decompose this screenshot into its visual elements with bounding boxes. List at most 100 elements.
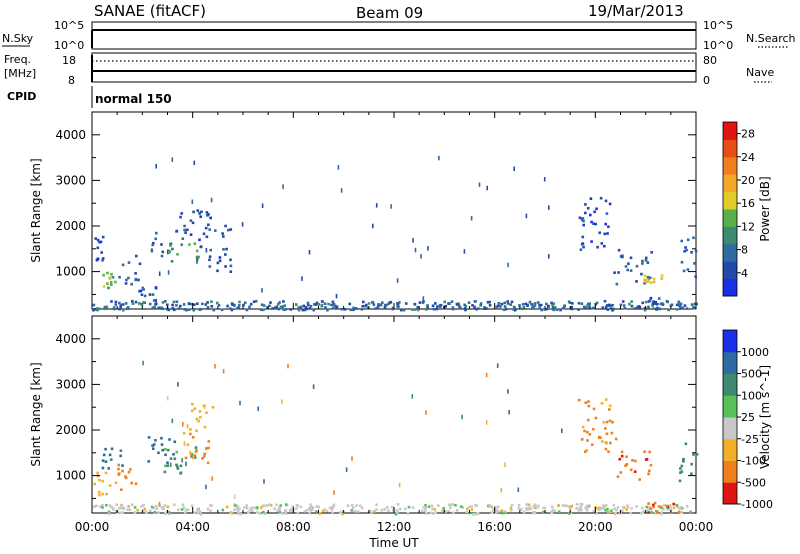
velocity-cell xyxy=(262,510,265,514)
velocity-cell xyxy=(351,456,353,461)
power-cell xyxy=(160,243,163,246)
power-cell xyxy=(262,304,266,307)
power-cell xyxy=(396,278,399,283)
power-cell xyxy=(142,288,145,291)
velocity-cell xyxy=(424,504,427,507)
velocity-colorbar-label: 1000 xyxy=(741,346,769,359)
power-cell xyxy=(206,301,209,304)
power-cell xyxy=(495,305,499,309)
velocity-cell xyxy=(553,509,556,512)
velocity-cell xyxy=(434,511,438,514)
velocity-cell xyxy=(203,452,207,456)
velocity-cell xyxy=(490,511,494,514)
velocity-cell xyxy=(596,507,599,510)
velocity-cell xyxy=(160,443,164,446)
power-cell xyxy=(660,302,664,305)
power-cell xyxy=(646,278,649,281)
power-cell xyxy=(110,300,113,303)
velocity-cell xyxy=(237,512,240,515)
velocity-cell xyxy=(424,509,427,512)
power-cell xyxy=(216,301,219,305)
power-cell xyxy=(588,302,591,305)
velocity-cell xyxy=(411,394,414,399)
power-cell xyxy=(509,303,512,306)
velocity-cell xyxy=(641,506,644,510)
power-cell xyxy=(690,303,694,306)
power-cell xyxy=(650,251,653,254)
velocity-cell xyxy=(606,507,609,511)
velocity-cell xyxy=(160,506,164,509)
velocity-cell xyxy=(527,503,531,507)
velocity-cell xyxy=(611,420,614,424)
power-colorbar-label: 16 xyxy=(741,197,755,210)
velocity-cell xyxy=(161,448,164,452)
velocity-cell xyxy=(614,512,617,515)
power-cell xyxy=(122,308,125,312)
velocity-cell xyxy=(618,457,622,461)
velocity-cell xyxy=(110,505,113,509)
power-cell xyxy=(222,235,225,238)
power-cell xyxy=(591,306,595,310)
power-colorbar-swatch xyxy=(723,209,737,227)
power-cell xyxy=(422,300,425,303)
velocity-cell xyxy=(284,503,288,506)
velocity-cell xyxy=(565,504,569,508)
power-cell xyxy=(507,262,509,268)
power-cell xyxy=(417,308,420,312)
velocity-cell xyxy=(603,506,606,510)
power-cell xyxy=(151,248,153,253)
velocity-cell xyxy=(134,482,138,485)
velocity-cell xyxy=(507,389,509,394)
velocity-cell xyxy=(660,512,663,516)
velocity-cell xyxy=(310,505,313,509)
power-ytick-label: 4000 xyxy=(55,128,86,142)
velocity-cell xyxy=(501,511,504,515)
velocity-cell xyxy=(189,450,191,455)
velocity-cell xyxy=(263,479,265,484)
velocity-cell xyxy=(121,469,124,473)
velocity-cell xyxy=(296,511,300,515)
velocity-cell xyxy=(289,509,293,512)
velocity-cell xyxy=(461,506,464,509)
velocity-cell xyxy=(163,504,167,507)
power-cell xyxy=(580,242,584,246)
power-cell xyxy=(110,272,113,276)
power-cell xyxy=(124,302,128,305)
velocity-cell xyxy=(203,425,207,429)
power-cell xyxy=(427,246,429,251)
velocity-cell xyxy=(278,507,281,510)
power-cell xyxy=(514,307,517,310)
power-cell xyxy=(513,166,515,171)
power-cell xyxy=(275,305,279,309)
power-cell xyxy=(154,286,158,289)
velocity-cell xyxy=(278,510,282,514)
velocity-cell xyxy=(185,461,187,467)
velocity-cell xyxy=(485,372,488,378)
velocity-ylabel: Slant Range [km] xyxy=(29,362,43,466)
velocity-cell xyxy=(198,410,202,413)
velocity-cell xyxy=(202,404,206,408)
velocity-cell xyxy=(692,453,695,456)
velocity-cell xyxy=(107,510,111,514)
velocity-cell xyxy=(102,453,106,457)
power-cell xyxy=(118,275,121,279)
velocity-cell xyxy=(120,488,123,491)
power-isolated-cells xyxy=(151,155,550,304)
power-cell xyxy=(138,289,141,293)
velocity-cell xyxy=(490,505,493,508)
power-cluster-7 xyxy=(208,224,233,273)
velocity-cell xyxy=(609,441,612,445)
velocity-cell xyxy=(604,427,607,430)
power-cell xyxy=(470,216,473,221)
velocity-cluster-10 xyxy=(647,501,681,514)
power-cell xyxy=(636,306,639,309)
power-cell xyxy=(205,235,209,239)
power-cell xyxy=(390,204,392,209)
velocity-cell xyxy=(433,508,436,511)
velocity-cell xyxy=(680,510,683,514)
power-cell xyxy=(227,228,230,232)
velocity-cell xyxy=(263,512,267,515)
x-tick-label: 00:00 xyxy=(679,520,714,534)
velocity-cell xyxy=(682,457,685,461)
power-cell xyxy=(475,307,478,311)
